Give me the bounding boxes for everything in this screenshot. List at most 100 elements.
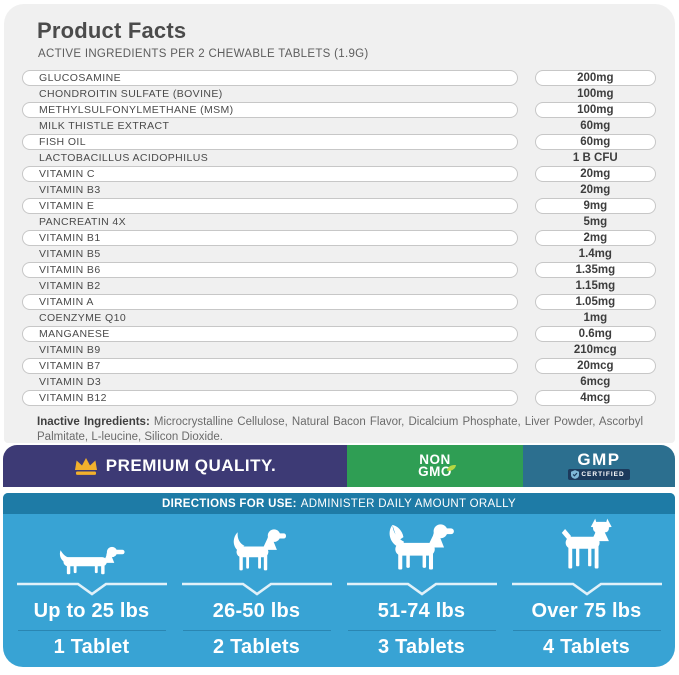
ingredient-amount: 100mg — [577, 88, 614, 100]
crown-icon — [74, 457, 98, 476]
ingredient-row: GLUCOSAMINE 200mg — [22, 70, 656, 86]
ingredient-name: VITAMIN B5 — [39, 248, 101, 260]
ingredient-row: PANCREATIN 4X 5mg — [22, 214, 656, 230]
tablet-count: 2 Tablets — [212, 636, 300, 658]
retriever-dog-icon — [384, 514, 460, 580]
ingredient-row: VITAMIN B7 20mcg — [22, 358, 656, 374]
divider — [182, 630, 331, 631]
inactive-ingredients-label: Inactive Ingredients: — [37, 416, 150, 428]
non-gmo-line2: GMO — [418, 465, 456, 478]
inactive-ingredients-text: Microcrystalline Cellulose, Natural Baco… — [37, 416, 643, 443]
ingredient-name: VITAMIN B7 — [22, 358, 518, 374]
ingredient-name: VITAMIN B1 — [22, 230, 518, 246]
ingredient-amount: 1.15mg — [575, 280, 616, 292]
boxer-dog-icon — [554, 514, 620, 580]
certified-ribbon: CERTIFIED — [568, 469, 630, 480]
non-gmo-badge: NON GMO — [347, 445, 523, 487]
dosage-column-26-50: 26-50 lbs 2 Tablets — [174, 514, 339, 667]
weight-label: Over 75 lbs — [531, 600, 642, 622]
product-facts-card: Product Facts ACTIVE INGREDIENTS PER 2 C… — [4, 4, 675, 443]
ingredient-name: VITAMIN B9 — [39, 344, 101, 356]
ingredient-row: CHONDROITIN SULFATE (BOVINE) 100mg — [22, 86, 656, 102]
shield-check-icon — [571, 470, 580, 479]
weight-label: Up to 25 lbs — [33, 600, 150, 622]
non-gmo-line1: NON — [419, 452, 451, 467]
ingredient-name: VITAMIN B6 — [22, 262, 518, 278]
divider — [347, 630, 496, 631]
ingredient-row: LACTOBACILLUS ACIDOPHILUS 1 B CFU — [22, 150, 656, 166]
ingredient-amount: 6mcg — [580, 376, 611, 388]
ingredient-row: VITAMIN C 20mg — [22, 166, 656, 182]
gmp-label: GMP — [577, 450, 621, 469]
ingredient-amount: 4mcg — [534, 390, 656, 406]
ingredient-row: MANGANESE 0.6mg — [22, 326, 656, 342]
directions-panel: DIRECTIONS FOR USE: ADMINISTER DAILY AMO… — [3, 493, 675, 667]
ingredient-row: VITAMIN B9 210mcg — [22, 342, 656, 358]
premium-quality-label: PREMIUM QUALITY. — [105, 456, 277, 475]
ingredient-amount: 20mg — [580, 184, 611, 196]
ingredient-amount: 200mg — [534, 70, 656, 86]
ingredient-name: METHYLSULFONYLMETHANE (MSM) — [22, 102, 518, 118]
ingredient-name: VITAMIN C — [22, 166, 518, 182]
directions-text: ADMINISTER DAILY AMOUNT ORALLY — [300, 497, 516, 510]
leaf-icon — [446, 462, 457, 471]
certified-label: CERTIFIED — [581, 471, 625, 478]
weight-label: 26-50 lbs — [212, 600, 301, 622]
ingredient-row: COENZYME Q10 1mg — [22, 310, 656, 326]
ingredient-amount: 1.35mg — [534, 262, 656, 278]
divider — [512, 630, 661, 631]
ingredient-amount: 2mg — [534, 230, 656, 246]
ingredient-row: VITAMIN E 9mg — [22, 198, 656, 214]
tablet-count: 4 Tablets — [542, 636, 630, 658]
dosage-column-up-to-25: Up to 25 lbs 1 Tablet — [9, 514, 174, 667]
ingredient-name: COENZYME Q10 — [39, 312, 127, 324]
ingredient-row: VITAMIN B2 1.15mg — [22, 278, 656, 294]
tablet-count: 3 Tablets — [377, 636, 465, 658]
ingredient-row: METHYLSULFONYLMETHANE (MSM) 100mg — [22, 102, 656, 118]
gmp-badge: GMP CERTIFIED — [523, 445, 675, 487]
pointer-line — [346, 582, 497, 596]
ingredient-row: VITAMIN B12 4mcg — [22, 390, 656, 406]
ingredient-row: VITAMIN B6 1.35mg — [22, 262, 656, 278]
ingredient-row: VITAMIN B5 1.4mg — [22, 246, 656, 262]
ingredient-amount: 20mcg — [534, 358, 656, 374]
ingredient-row: VITAMIN B3 20mg — [22, 182, 656, 198]
divider — [17, 630, 166, 631]
ingredient-name: VITAMIN E — [22, 198, 518, 214]
ingredient-name: VITAMIN B2 — [39, 280, 101, 292]
ingredient-name: PANCREATIN 4X — [39, 216, 127, 228]
directions-bar: DIRECTIONS FOR USE: ADMINISTER DAILY AMO… — [3, 493, 675, 514]
ingredient-amount: 60mg — [534, 134, 656, 150]
ingredient-name: MILK THISTLE EXTRACT — [39, 120, 170, 132]
ingredient-amount: 210mcg — [573, 344, 617, 356]
ingredient-amount: 100mg — [534, 102, 656, 118]
ingredient-name: FISH OIL — [22, 134, 518, 150]
pointer-line — [181, 582, 332, 596]
dosage-grid: Up to 25 lbs 1 Tablet — [3, 514, 675, 667]
badge-bar: PREMIUM QUALITY. NON GMO GMP CERTIFIED — [3, 445, 675, 487]
ingredient-row: MILK THISTLE EXTRACT 60mg — [22, 118, 656, 134]
subtitle: ACTIVE INGREDIENTS PER 2 CHEWABLE TABLET… — [38, 48, 369, 60]
ingredient-row: FISH OIL 60mg — [22, 134, 656, 150]
dachshund-dog-icon — [48, 514, 136, 580]
ingredient-amount: 1mg — [583, 312, 608, 324]
dosage-column-51-74: 51-74 lbs 3 Tablets — [339, 514, 504, 667]
ingredient-name: MANGANESE — [22, 326, 518, 342]
ingredient-name: VITAMIN B3 — [39, 184, 101, 196]
tablet-count: 1 Tablet — [53, 636, 130, 658]
ingredient-amount: 60mg — [580, 120, 611, 132]
ingredient-name: VITAMIN A — [22, 294, 518, 310]
dosage-column-over-75: Over 75 lbs 4 Tablets — [504, 514, 669, 667]
ingredient-name: GLUCOSAMINE — [22, 70, 518, 86]
ingredient-row: VITAMIN B1 2mg — [22, 230, 656, 246]
pointer-line — [16, 582, 167, 596]
beagle-dog-icon — [225, 514, 289, 580]
ingredient-row: VITAMIN D3 6mcg — [22, 374, 656, 390]
directions-label: DIRECTIONS FOR USE: — [162, 497, 297, 510]
ingredient-name: VITAMIN D3 — [39, 376, 102, 388]
ingredient-amount: 0.6mg — [534, 326, 656, 342]
ingredient-amount: 5mg — [583, 216, 608, 228]
ingredient-row: VITAMIN A 1.05mg — [22, 294, 656, 310]
inactive-ingredients: Inactive Ingredients: Microcrystalline C… — [37, 415, 643, 445]
